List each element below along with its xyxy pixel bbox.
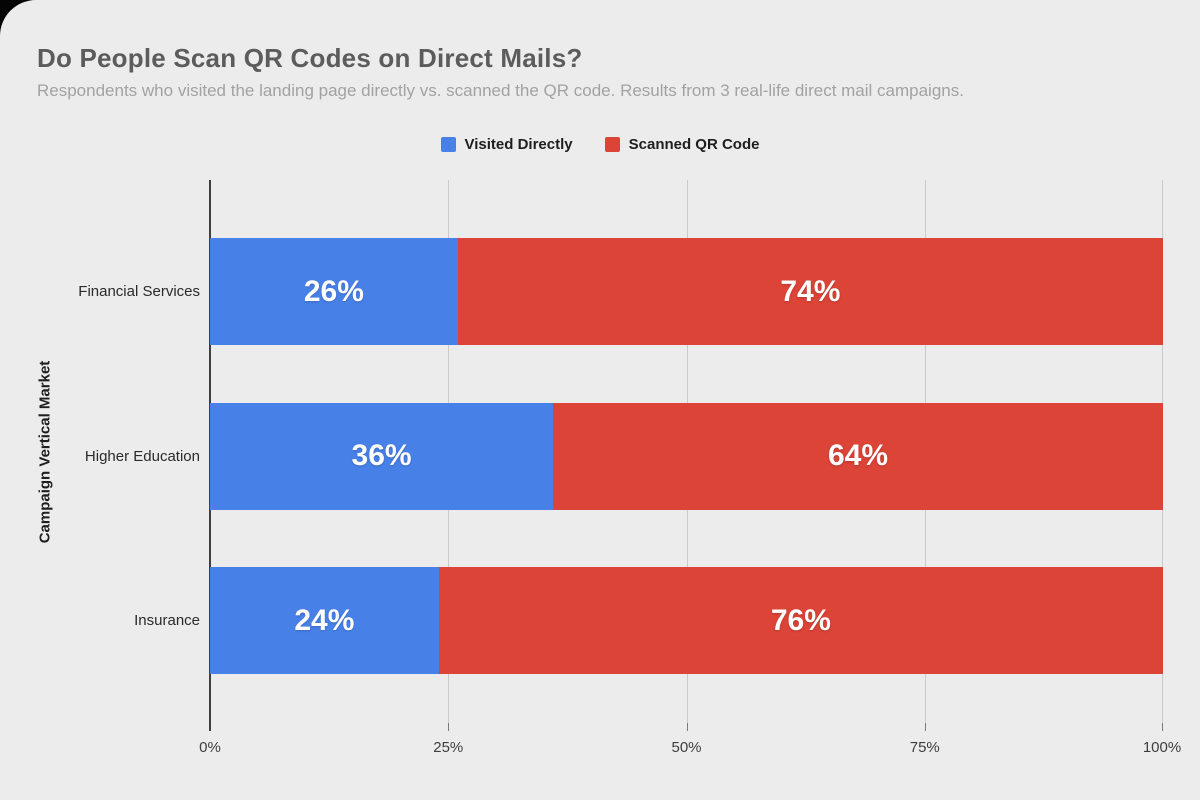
category-label: Financial Services	[78, 283, 200, 300]
chart-legend: Visited Directly Scanned QR Code	[0, 136, 1200, 153]
category-label: Insurance	[134, 612, 200, 629]
bar-value-label: 74%	[780, 274, 841, 308]
bar-value-label: 36%	[351, 439, 412, 472]
bar-segment-scanned-qr-code: 64%	[553, 402, 1163, 510]
plot-area: 0% 25% 50% 75% 100% Financial Services 26% 74% H…	[78, 180, 1181, 756]
bar-row-higher-education: Higher Education 36% 64%	[85, 402, 1163, 510]
bar-value-label: 24%	[294, 603, 355, 637]
axis-tick	[1162, 723, 1163, 731]
axis-tick	[686, 723, 688, 731]
bar-segment-visited-directly: 24%	[210, 567, 439, 674]
legend-label-scanned-qr-code: Scanned QR Code	[628, 136, 760, 153]
x-tick-label: 50%	[671, 739, 702, 756]
x-tick-label: 100%	[1142, 739, 1182, 756]
bar-value-label: 26%	[303, 274, 364, 308]
bar-value-label: 64%	[828, 439, 889, 472]
bar-row-insurance: Insurance 24% 76%	[134, 567, 1163, 674]
legend-swatch-visited-directly-icon	[440, 137, 456, 152]
screen-corner-artifact	[0, 0, 36, 36]
bar-row-financial-services: Financial Services 26% 74%	[78, 238, 1163, 345]
bar-segment-scanned-qr-code: 76%	[438, 567, 1163, 674]
bar-segment-scanned-qr-code: 74%	[457, 238, 1163, 345]
axis-tick	[924, 723, 926, 731]
legend-item-visited-directly: Visited Directly	[440, 136, 573, 153]
x-tick-label: 75%	[909, 739, 940, 756]
bar-value-label: 76%	[770, 603, 831, 637]
x-tick-label: 25%	[433, 739, 464, 756]
bar-segment-visited-directly: 36%	[210, 402, 554, 510]
chart-subtitle: Respondents who visited the landing page…	[37, 81, 964, 100]
axis-tick	[448, 723, 450, 731]
legend-swatch-scanned-qr-code-icon	[604, 137, 620, 152]
bar-segment-visited-directly: 26%	[210, 238, 458, 345]
chart-title: Do People Scan QR Codes on Direct Mails?	[37, 43, 583, 73]
category-label: Higher Education	[84, 447, 200, 465]
legend-item-scanned-qr-code: Scanned QR Code	[604, 136, 760, 153]
x-tick-label: 0%	[199, 739, 221, 756]
legend-label-visited-directly: Visited Directly	[464, 136, 573, 153]
